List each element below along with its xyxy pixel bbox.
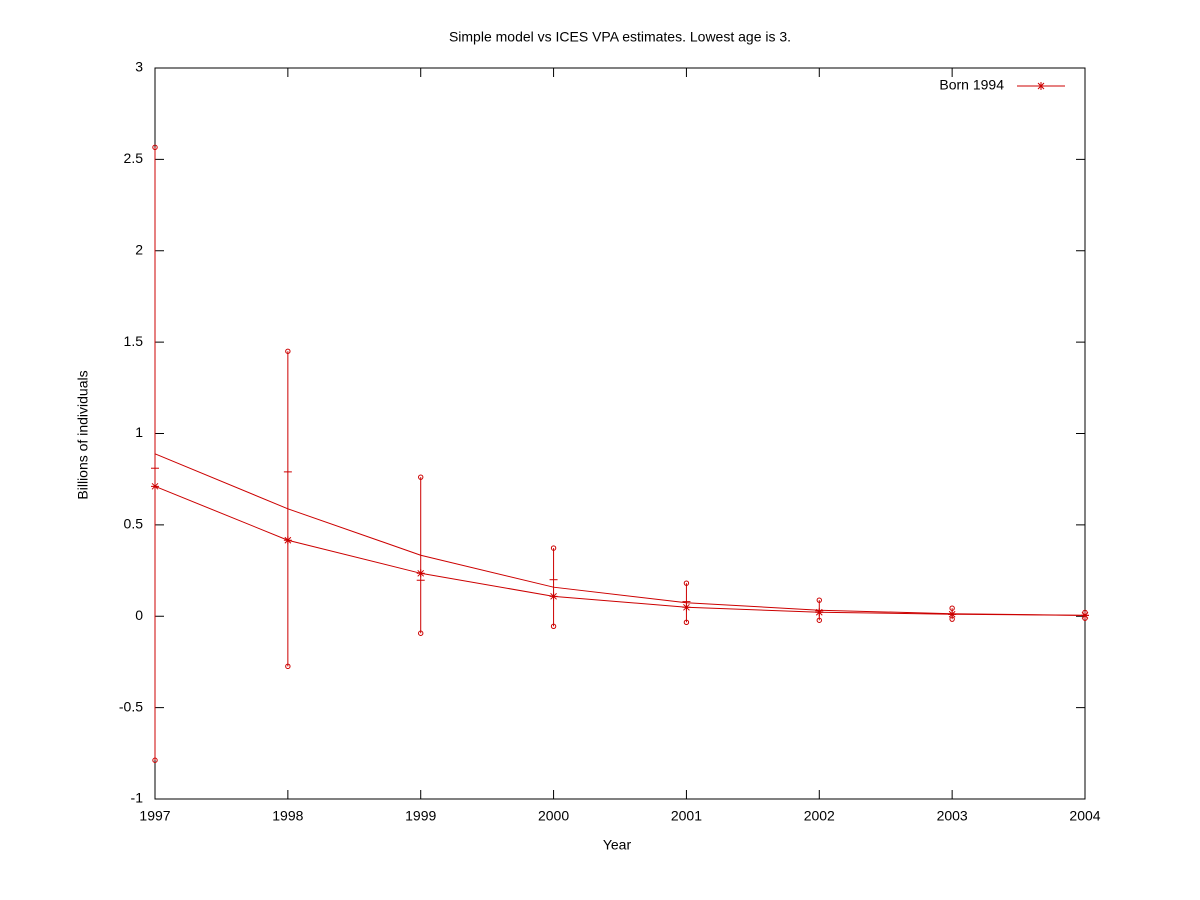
error-cap (550, 545, 557, 551)
x-tick-label: 1997 (139, 808, 170, 824)
plot-frame (154, 67, 1086, 800)
y-axis-label: Billions of individuals (75, 370, 91, 499)
error-cap (816, 617, 822, 623)
error-cap (285, 348, 291, 354)
x-axis-label: Year (603, 837, 632, 853)
x-tick-label: 1998 (272, 808, 303, 824)
y-tick-label: 2.5 (124, 150, 144, 166)
error-cap (1082, 615, 1088, 621)
x-tick-label: 2004 (1069, 808, 1100, 824)
y-tick-label: 1 (135, 424, 143, 440)
legend-label: Born 1994 (939, 77, 1004, 93)
error-cap (1082, 609, 1088, 616)
error-cap (949, 616, 955, 622)
x-tick-label: 2000 (538, 808, 569, 824)
legend-marker (1037, 82, 1045, 90)
error-cap (949, 605, 955, 611)
error-cap (683, 619, 690, 625)
error-cap (683, 580, 690, 586)
y-tick-label: 0.5 (124, 516, 144, 532)
y-tick-label: 3 (135, 59, 143, 75)
error-cap (152, 144, 158, 151)
series-line (154, 453, 1086, 616)
y-tick-label: 2 (135, 241, 143, 257)
y-tick-label: 1.5 (124, 333, 144, 349)
error-cap (550, 623, 557, 630)
series-line (154, 485, 1086, 616)
error-cap (152, 757, 158, 763)
error-cap (418, 630, 424, 636)
x-tick-label: 1999 (405, 808, 436, 824)
error-cap (285, 663, 291, 670)
error-cap (816, 597, 822, 603)
x-tick-label: 2001 (671, 808, 702, 824)
x-tick-label: 2003 (937, 808, 968, 824)
y-tick-label: -0.5 (119, 698, 143, 714)
y-tick-label: -1 (131, 790, 144, 806)
y-tick-label: 0 (135, 607, 143, 623)
error-cap (418, 474, 424, 480)
chart-title: Simple model vs ICES VPA estimates. Lowe… (449, 29, 791, 45)
x-tick-label: 2002 (804, 808, 835, 824)
